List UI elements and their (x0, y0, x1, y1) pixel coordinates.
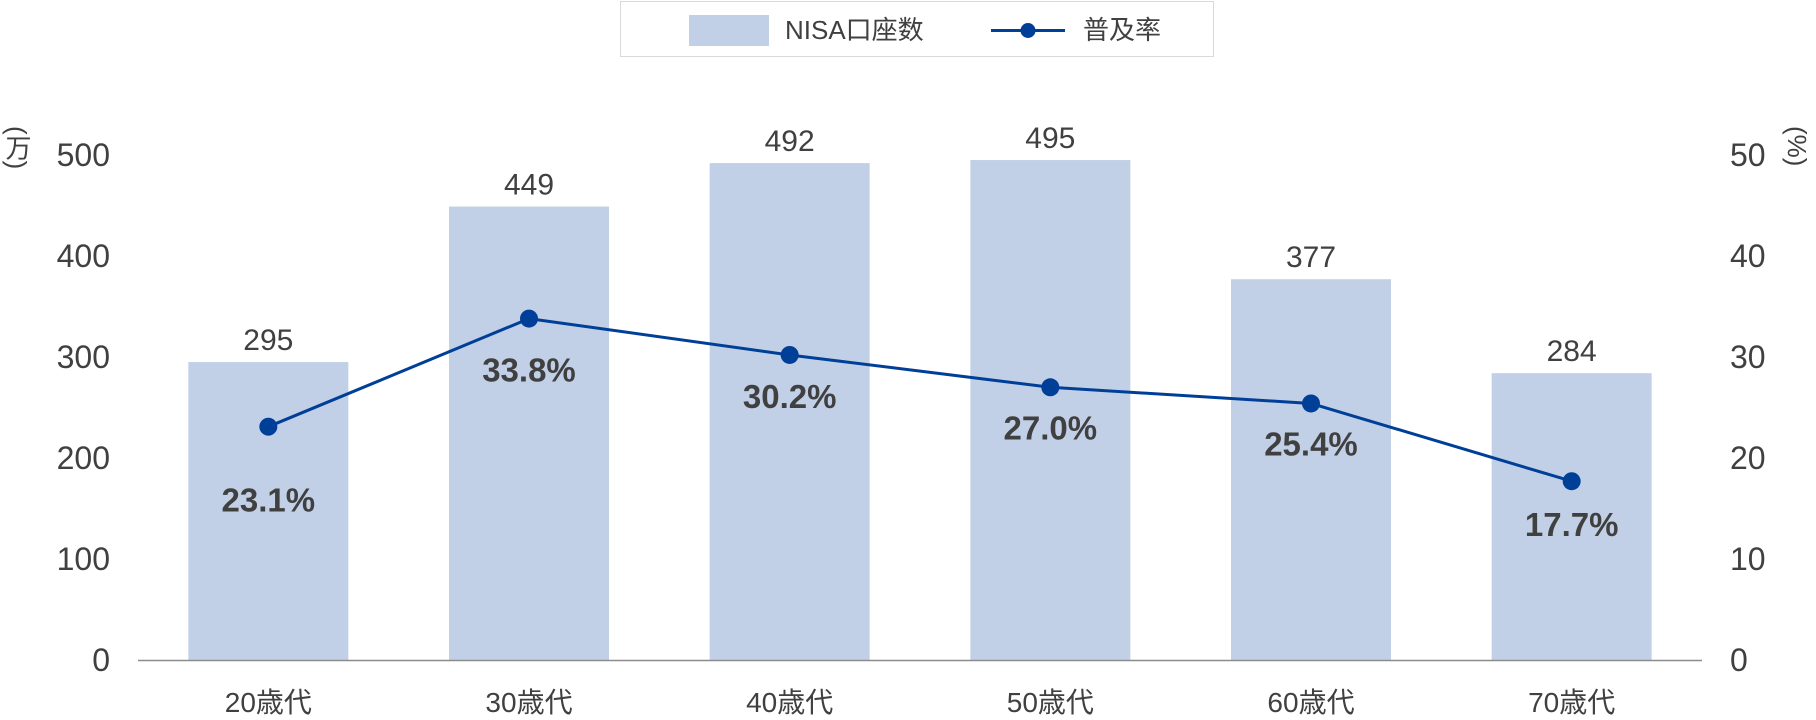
right-axis-unit: (%) (1782, 126, 1812, 167)
legend: NISA口座数 普及率 (620, 1, 1214, 57)
right-y-tick-label-1: 0 (1730, 642, 1748, 678)
line-point-2 (520, 309, 538, 328)
bar-3 (709, 163, 870, 660)
legend-swatch-penetration-rate (991, 23, 1065, 38)
legend-label-penetration-rate: 普及率 (1083, 15, 1162, 45)
x-tick-label-2: 30歳代 (485, 687, 572, 718)
left-y-tick-label-5: 400 (57, 238, 110, 274)
legend-swatch-nisa-accounts (689, 15, 769, 46)
line-point-1 (259, 417, 278, 436)
bar-5 (1231, 279, 1391, 660)
bar-1 (188, 362, 349, 660)
left-axis-unit: (万) (2, 126, 32, 170)
right-y-tick-label-6: 50 (1730, 137, 1766, 173)
bar-4 (970, 160, 1131, 661)
left-y-tick-label-1: 0 (92, 642, 110, 678)
right-y-tick-label-5: 40 (1730, 238, 1766, 274)
x-tick-label-4: 50歳代 (1007, 687, 1094, 718)
bar-value-label-6: 284 (1547, 335, 1597, 368)
left-y-tick-label-3: 200 (57, 440, 110, 476)
line-value-label-3: 30.2% (743, 378, 837, 415)
line-value-label-1: 23.1% (222, 482, 316, 519)
legend-label-nisa-accounts: NISA口座数 (785, 15, 924, 45)
left-y-tick-label-2: 100 (57, 541, 110, 577)
x-tick-label-3: 40歳代 (746, 687, 833, 718)
bar-value-label-2: 449 (504, 169, 554, 202)
line-value-label-6: 17.7% (1525, 506, 1619, 543)
line-value-label-4: 27.0% (1004, 409, 1098, 446)
bar-2 (449, 206, 609, 660)
line-value-label-5: 25.4% (1264, 425, 1358, 462)
bar-value-label-5: 377 (1286, 241, 1336, 274)
bar-value-label-4: 495 (1025, 122, 1075, 155)
bar-value-label-1: 295 (243, 324, 293, 357)
penetration-rate-line (267, 317, 1573, 483)
x-tick-label-6: 70歳代 (1528, 687, 1615, 718)
right-y-tick-label-2: 10 (1730, 541, 1766, 577)
bar-6 (1491, 373, 1652, 660)
left-y-tick-label-4: 300 (57, 339, 110, 375)
line-point-5 (1302, 394, 1320, 413)
line-point-4 (1041, 378, 1060, 397)
line-point-3 (780, 345, 799, 364)
bar-value-label-3: 492 (765, 125, 815, 158)
right-y-tick-label-3: 20 (1730, 440, 1766, 476)
line-point-6 (1562, 472, 1581, 491)
x-tick-label-1: 20歳代 (225, 687, 312, 718)
line-value-label-2: 33.8% (482, 352, 576, 389)
x-tick-label-5: 60歳代 (1267, 687, 1354, 718)
left-y-tick-label-6: 500 (57, 137, 110, 173)
right-y-tick-label-4: 30 (1730, 339, 1766, 375)
